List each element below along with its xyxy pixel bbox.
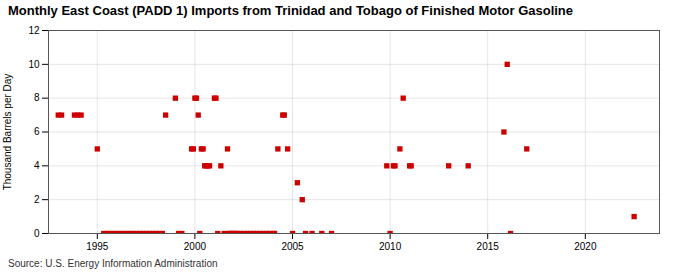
svg-text:2: 2: [34, 194, 40, 205]
svg-text:2000: 2000: [184, 241, 207, 252]
svg-text:2010: 2010: [379, 241, 402, 252]
svg-text:Thousand Barrels per Day: Thousand Barrels per Day: [2, 74, 13, 191]
svg-text:6: 6: [34, 126, 40, 137]
svg-text:1995: 1995: [86, 241, 109, 252]
svg-text:8: 8: [34, 92, 40, 103]
svg-text:4: 4: [34, 160, 40, 171]
svg-text:10: 10: [28, 59, 40, 70]
svg-text:2005: 2005: [281, 241, 304, 252]
html-text:Source: U.S. Energy Informatio: Source: U.S. Energy Information Administ…: [8, 258, 218, 269]
svg-text:2020: 2020: [574, 241, 597, 252]
html-text:Monthly East Coast (PADD 1) Im: Monthly East Coast (PADD 1) Imports from…: [8, 3, 573, 18]
svg-text:2015: 2015: [477, 241, 500, 252]
svg-text:0: 0: [34, 228, 40, 239]
svg-text:12: 12: [28, 25, 40, 36]
